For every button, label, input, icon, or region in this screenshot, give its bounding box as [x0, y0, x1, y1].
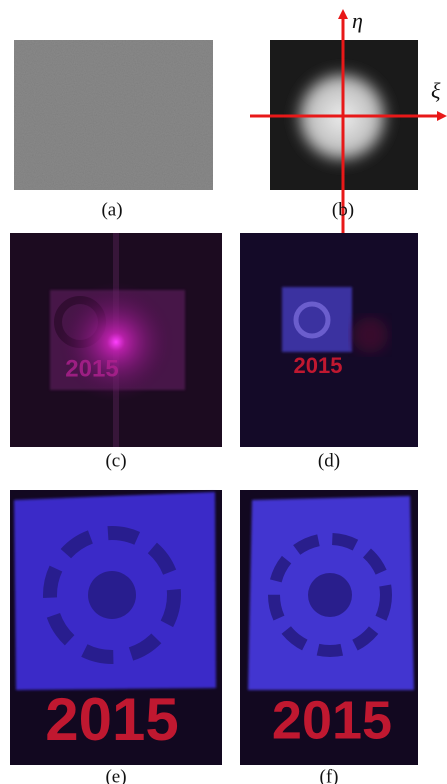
- figure: (a) η ξ (b) 2015 (c) 2015 (d) 201: [0, 0, 447, 784]
- panel-label: (b): [332, 199, 354, 220]
- image-text: 2015: [294, 353, 343, 378]
- panel-label: (a): [101, 199, 122, 220]
- panel-label: (e): [105, 766, 126, 784]
- panel-label: (d): [318, 450, 340, 471]
- pattern: [282, 287, 352, 352]
- arrow: [338, 9, 348, 19]
- glow: [352, 317, 388, 353]
- image-text: 2015: [45, 686, 178, 753]
- panel-f: 2015 (f): [240, 490, 418, 784]
- pattern: [88, 571, 136, 619]
- axis-label: η: [352, 8, 363, 33]
- glow: [56, 282, 176, 402]
- panel-d: 2015 (d): [240, 233, 418, 471]
- panel-e: 2015 (e): [10, 490, 222, 784]
- axis-label: ξ: [431, 78, 441, 103]
- arrow: [437, 111, 447, 121]
- image-text: 2015: [272, 690, 392, 750]
- image-text: 2015: [65, 355, 118, 382]
- panel-c: 2015 (c): [10, 233, 222, 471]
- panel-label: (c): [105, 450, 126, 471]
- panel-b: η ξ (b): [250, 8, 447, 245]
- panel-a: (a): [14, 40, 213, 220]
- pattern: [308, 573, 352, 617]
- image: [14, 40, 213, 190]
- panel-label: (f): [320, 766, 339, 784]
